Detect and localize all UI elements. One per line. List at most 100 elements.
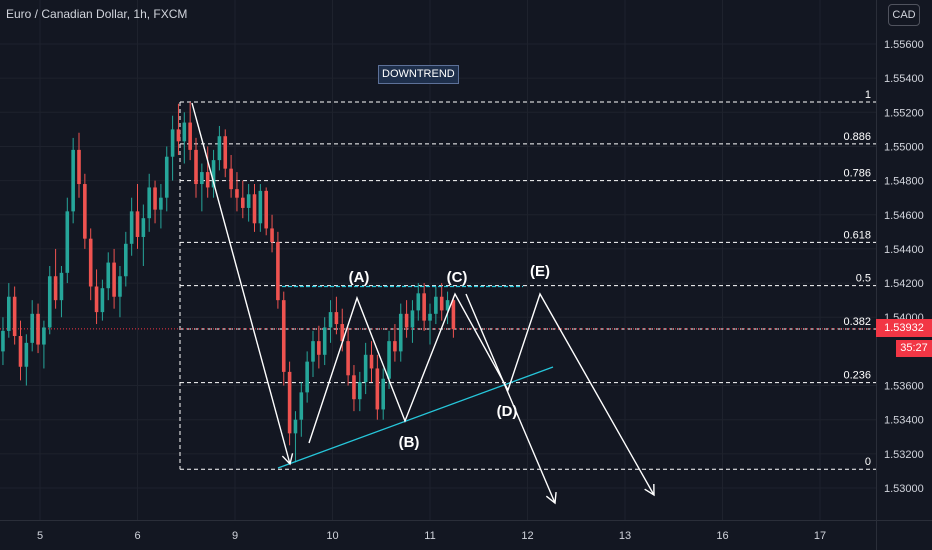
price-axis-tick: 1.55600 xyxy=(884,39,924,51)
candle-body xyxy=(299,392,304,420)
candle-body xyxy=(410,310,415,328)
candle-body xyxy=(88,238,93,287)
candle-body xyxy=(334,312,339,325)
candle-body xyxy=(246,194,251,208)
wave-label: (D) xyxy=(497,403,518,420)
time-axis-tick: 9 xyxy=(232,530,238,542)
candle-body xyxy=(293,419,298,434)
candle-body xyxy=(47,276,52,328)
time-axis-tick: 6 xyxy=(134,530,140,542)
candle-body xyxy=(358,382,362,400)
price-axis-tick: 1.55400 xyxy=(884,73,924,85)
wave-label: (A) xyxy=(349,269,370,286)
arrow-head-icon xyxy=(644,483,655,497)
time-axis-tick: 12 xyxy=(521,530,533,542)
fib-level-label: 0.382 xyxy=(843,316,871,328)
fib-level-label: 0.618 xyxy=(843,229,871,241)
wave-path xyxy=(191,102,291,465)
support-trendline xyxy=(277,366,554,469)
candle-body xyxy=(71,149,75,212)
candle-body xyxy=(211,160,216,188)
candle-body xyxy=(205,172,210,188)
fib-level-label: 1 xyxy=(865,89,871,101)
price-axis-tick: 1.54200 xyxy=(884,278,924,290)
candle-body xyxy=(106,262,111,289)
candle-body xyxy=(439,296,444,311)
candle-body xyxy=(118,276,122,297)
wave-label: (B) xyxy=(399,434,420,451)
candle-body xyxy=(258,190,263,224)
candle-body xyxy=(276,242,280,301)
candle-body xyxy=(194,149,198,185)
candle-body xyxy=(434,296,438,314)
price-axis-tick: 1.53600 xyxy=(884,381,924,393)
candle-body xyxy=(42,327,46,345)
downtrend-label: DOWNTREND xyxy=(378,65,459,84)
candle-body xyxy=(328,312,333,328)
candle-body xyxy=(112,262,116,297)
candle-body xyxy=(381,378,385,410)
price-axis-tick: 1.54800 xyxy=(884,176,924,188)
candle-body xyxy=(387,341,391,379)
bar-countdown: 35:27 xyxy=(896,340,932,357)
candle-body xyxy=(141,218,146,237)
candle-body xyxy=(241,197,245,208)
candle-body xyxy=(30,313,34,343)
candle-body xyxy=(200,172,204,185)
candle-body xyxy=(170,129,175,157)
candle-body xyxy=(124,243,128,277)
candle-body xyxy=(94,286,99,313)
candle-body xyxy=(369,354,374,369)
price-axis-tick: 1.55200 xyxy=(884,107,924,119)
candle-body xyxy=(83,184,87,239)
fib-level-label: 0.886 xyxy=(843,131,871,143)
arrow-head-icon xyxy=(281,453,294,466)
candle-body xyxy=(311,341,315,362)
candle-body xyxy=(18,336,23,367)
wave-label: (E) xyxy=(530,263,550,280)
candle-body xyxy=(1,330,5,352)
candle-body xyxy=(229,168,233,190)
candle-body xyxy=(182,122,187,142)
candle-body xyxy=(176,129,181,142)
price-axis-tick: 1.55000 xyxy=(884,141,924,153)
candle-body xyxy=(270,228,274,243)
time-axis-tick: 10 xyxy=(326,530,338,542)
current-price-tag: 1.53932 xyxy=(876,319,932,337)
candle-body xyxy=(287,371,292,434)
candle-body xyxy=(59,272,64,301)
candle-body xyxy=(340,324,345,342)
candle-body xyxy=(129,211,134,244)
time-axis-tick: 11 xyxy=(424,530,435,542)
candle-body xyxy=(404,313,409,328)
wave-path xyxy=(308,292,655,496)
price-axis-tick: 1.53000 xyxy=(884,483,924,495)
candle-body xyxy=(305,361,309,393)
candle-body xyxy=(264,190,268,229)
candle-body xyxy=(12,296,17,337)
candle-body xyxy=(375,368,380,410)
candle-body xyxy=(428,313,432,321)
currency-selector-button[interactable]: CAD xyxy=(888,4,920,26)
candle-body xyxy=(322,327,327,355)
price-axis-tick: 1.54600 xyxy=(884,210,924,222)
candle-body xyxy=(217,136,222,161)
candle-body xyxy=(153,187,157,210)
candle-body xyxy=(398,313,403,352)
candle-body xyxy=(159,197,163,210)
candle-body xyxy=(416,293,421,311)
candle-body xyxy=(393,341,397,352)
candle-body xyxy=(352,375,356,400)
wave-path xyxy=(465,293,556,504)
candle-body xyxy=(147,187,151,219)
price-axis-tick: 1.53400 xyxy=(884,415,924,427)
wave-label: (C) xyxy=(447,269,468,286)
fib-level-label: 0.236 xyxy=(843,370,871,382)
candle-body xyxy=(445,300,450,311)
time-axis-tick: 16 xyxy=(716,530,728,542)
candle-body xyxy=(53,276,58,301)
fib-level-label: 0.786 xyxy=(843,168,871,180)
candle-body xyxy=(24,342,29,367)
candle-body xyxy=(7,296,11,331)
